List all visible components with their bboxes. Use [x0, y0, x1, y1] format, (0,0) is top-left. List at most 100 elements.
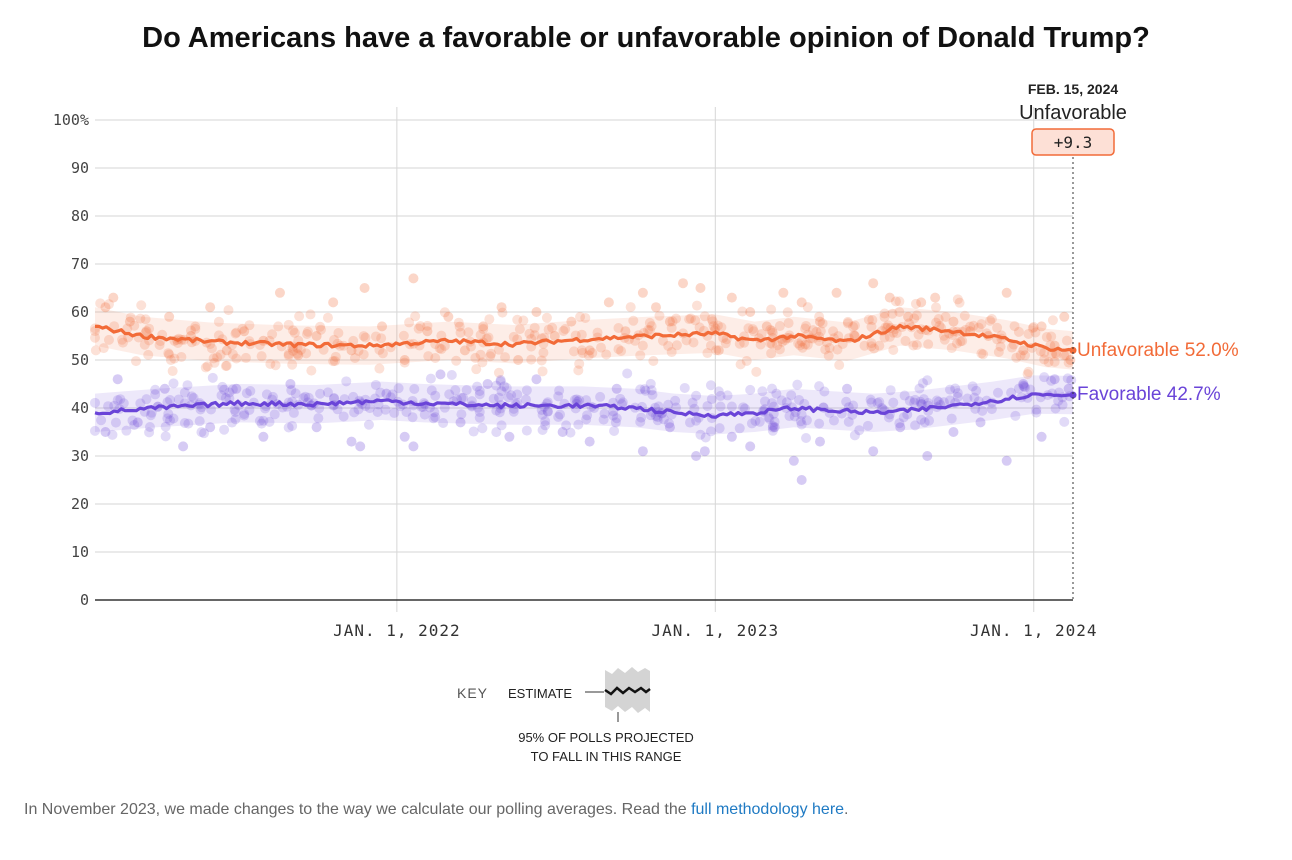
unfavorable-poll-dot — [577, 347, 588, 358]
unfavorable-poll-dot — [265, 359, 276, 370]
favorable-poll-dot — [491, 427, 502, 438]
unfavorable-poll-dot — [777, 336, 788, 347]
favorable-poll-dot — [474, 389, 485, 400]
unfavorable-poll-dot — [908, 340, 919, 351]
favorable-poll-dot — [687, 397, 698, 408]
favorable-poll-dot — [843, 416, 854, 427]
favorable-poll-dot — [977, 405, 988, 416]
favorable-poll-dot — [944, 395, 955, 406]
favorable-poll-dot — [495, 376, 506, 387]
favorable-poll-dot — [814, 381, 825, 392]
unfavorable-poll-dot — [832, 344, 843, 355]
favorable-poll-dot — [754, 416, 765, 427]
unfavorable-poll-dot — [894, 306, 905, 317]
favorable-poll-dot — [1001, 455, 1012, 466]
unfavorable-poll-dot — [766, 348, 777, 359]
key-range-line1: 95% OF POLLS PROJECTED — [518, 730, 694, 745]
unfavorable-poll-dot — [711, 345, 722, 356]
favorable-poll-dot — [691, 390, 702, 401]
favorable-poll-dot — [931, 395, 942, 406]
favorable-poll-dot — [226, 417, 237, 428]
unfavorable-poll-dot — [541, 312, 552, 323]
unfavorable-poll-dot — [1061, 335, 1072, 346]
favorable-poll-dot — [795, 416, 806, 427]
favorable-poll-dot — [814, 436, 825, 447]
favorable-poll-dot — [115, 394, 126, 405]
unfavorable-poll-dot — [227, 349, 238, 360]
favorable-poll-dot — [389, 407, 400, 418]
unfavorable-poll-dot — [814, 311, 825, 322]
favorable-poll-dot — [491, 380, 502, 391]
unfavorable-poll-dot — [1015, 350, 1026, 361]
unfavorable-poll-dot — [620, 326, 631, 337]
unfavorable-poll-dot — [874, 340, 885, 351]
unfavorable-poll-dot — [1027, 323, 1038, 334]
y-tick-label: 90 — [71, 159, 89, 177]
unfavorable-poll-dot — [141, 326, 152, 337]
unfavorable-poll-dot — [986, 314, 997, 325]
unfavorable-poll-dot — [1051, 349, 1062, 360]
axes: 0 10 20 30 40 50 60 70 80 90 100% JAN. 1, 2022 JAN. … — [53, 111, 1097, 640]
unfavorable-poll-dot — [274, 287, 285, 298]
favorable-poll-dot — [141, 394, 152, 405]
favorable-poll-dot — [726, 431, 737, 442]
favorable-poll-dot — [726, 401, 737, 412]
favorable-poll-dot — [165, 395, 176, 406]
favorable-poll-dot — [767, 420, 778, 431]
favorable-poll-dot — [408, 441, 419, 452]
unfavorable-poll-dot — [558, 325, 569, 336]
unfavorable-poll-dot — [793, 338, 804, 349]
favorable-poll-dot — [767, 422, 778, 433]
unfavorable-poll-dot — [140, 314, 151, 325]
unfavorable-poll-dot — [580, 312, 591, 323]
favorable-poll-dot — [244, 404, 255, 415]
favorable-poll-dot — [652, 412, 663, 423]
unfavorable-poll-dot — [129, 320, 140, 331]
unfavorable-poll-dot — [800, 323, 811, 334]
favorable-poll-dot — [948, 427, 959, 437]
favorable-poll-dot — [258, 431, 269, 442]
favorable-poll-dot — [950, 383, 961, 394]
unfavorable-poll-dot — [292, 348, 303, 359]
favorable-poll-dot — [439, 402, 450, 413]
methodology-link[interactable]: full methodology here — [691, 801, 845, 818]
favorable-poll-dot — [1036, 431, 1047, 442]
favorable-poll-dot — [150, 389, 161, 400]
unfavorable-poll-dot — [288, 325, 299, 336]
unfavorable-poll-dot — [531, 307, 542, 317]
unfavorable-poll-dot — [330, 351, 341, 362]
favorable-poll-dot — [231, 383, 242, 394]
unfavorable-poll-dot — [289, 327, 300, 338]
unfavorable-poll-dot — [765, 324, 776, 335]
favorable-poll-dot — [962, 393, 973, 404]
unfavorable-poll-dot — [909, 313, 920, 324]
unfavorable-poll-dot — [587, 347, 598, 358]
favorable-poll-dot — [468, 426, 479, 437]
favorable-poll-dot — [387, 389, 398, 400]
favorable-poll-dot — [1031, 407, 1042, 418]
favorable-poll-dot — [313, 413, 324, 424]
unfavorable-poll-dot — [154, 340, 165, 351]
footnote: In November 2023, we made changes to the… — [24, 801, 849, 819]
favorable-poll-dot — [216, 390, 227, 401]
unfavorable-poll-dot — [796, 297, 807, 308]
key-range-line2: TO FALL IN THIS RANGE — [531, 749, 682, 764]
unfavorable-poll-dot — [933, 313, 944, 324]
favorable-poll-dot — [796, 475, 807, 485]
unfavorable-poll-dot — [560, 324, 571, 335]
favorable-poll-dot — [819, 386, 830, 397]
favorable-poll-dot — [645, 410, 656, 421]
chart-title: Do Americans have a favorable or unfavor… — [142, 22, 1150, 54]
favorable-poll-dot — [788, 455, 799, 466]
favorable-poll-dot — [195, 404, 206, 415]
unfavorable-poll-dot — [230, 328, 241, 339]
favorable-poll-dot — [739, 403, 750, 414]
unfavorable-poll-dot — [283, 350, 294, 361]
favorable-poll-dot — [918, 394, 929, 405]
unfavorable-poll-dot — [270, 360, 281, 371]
unfavorable-poll-dot — [1035, 346, 1046, 357]
unfavorable-poll-dot — [470, 352, 481, 363]
unfavorable-poll-dot — [834, 360, 845, 371]
favorable-poll-dot — [438, 418, 449, 429]
favorable-poll-dot — [491, 405, 502, 416]
